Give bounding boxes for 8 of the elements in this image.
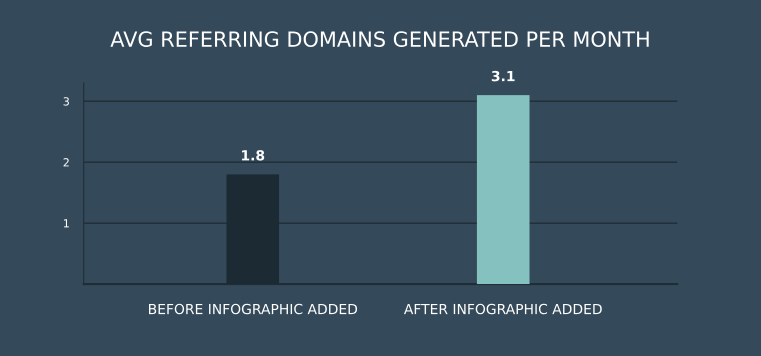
y-tick-label: 2 xyxy=(64,158,69,166)
x-tick-label: AFTER INFOGRAPHIC ADDED xyxy=(404,304,602,314)
data-label: 3.1 xyxy=(492,70,515,82)
y-tick-label: 1 xyxy=(64,219,69,228)
chart-title: AVG REFERRING DOMAINS GENERATED PER MONTH xyxy=(110,31,649,47)
data-label: 1.8 xyxy=(242,150,264,161)
x-tick-label: BEFORE INFOGRAPHIC ADDED xyxy=(149,304,358,314)
y-tick-label: 3 xyxy=(64,97,69,106)
